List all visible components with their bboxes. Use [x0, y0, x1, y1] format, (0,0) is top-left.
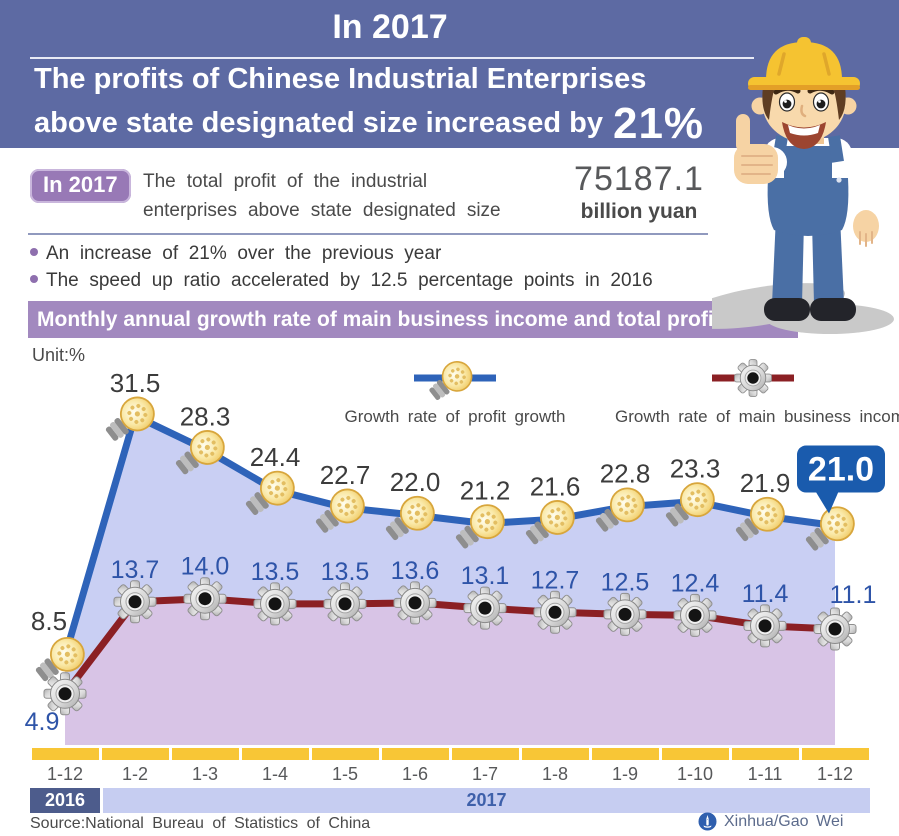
value-label: 13.5: [251, 558, 300, 586]
gear-icon: [743, 604, 787, 648]
year-2017-label: 2017: [103, 788, 870, 813]
value-label: 23.3: [670, 454, 721, 484]
year-2016-label: 2016: [30, 788, 100, 813]
axis-tick-segment: [661, 748, 729, 760]
axis-tick-segment: [591, 748, 659, 760]
value-label: 22.7: [320, 460, 371, 490]
value-label: 21.9: [740, 468, 791, 498]
legend-profit-label: Growth rate of profit growth: [344, 407, 566, 426]
gear-icon: [673, 593, 717, 637]
axis-tick-label: 1-9: [611, 764, 638, 784]
headline-line1: The profits of Chinese Industrial Enterp…: [34, 63, 647, 95]
gear-icon: [393, 581, 437, 625]
title-underline: [30, 57, 754, 59]
axis-tick-label: 1-10: [676, 764, 714, 784]
area-income: [65, 598, 835, 745]
agency-credit: Xinhua/Gao Wei: [698, 812, 843, 831]
value-label: 24.4: [250, 442, 301, 472]
gear-icon: [533, 590, 577, 634]
summary-divider: [28, 233, 708, 235]
axis-tick-label: 1-4: [261, 764, 288, 784]
gear-icon: [813, 607, 857, 651]
chart-title-banner: Monthly annual growth rate of main busin…: [28, 301, 798, 338]
gear-icon: [323, 582, 367, 626]
axis-tick-label: 1-6: [401, 764, 428, 784]
worker-illustration: [712, 37, 894, 334]
gear-icon: [603, 592, 647, 636]
bullet-increase: An increase of 21% over the previous yea…: [30, 243, 441, 265]
value-label: 13.6: [391, 557, 440, 585]
gear-icon: [253, 582, 297, 626]
value-label: 12.7: [531, 566, 580, 594]
gear-icon: [463, 586, 507, 630]
legend-profit-growth: Growth rate of profit growth: [340, 352, 570, 427]
bullet-speedup: The speed up ratio accelerated by 12.5 p…: [30, 270, 653, 292]
gear-legend-icon: [711, 359, 794, 397]
gear-icon: [183, 577, 227, 621]
headline-line2: above state designated size increased by…: [34, 99, 704, 149]
axis-tick-label: 1-12: [46, 764, 84, 784]
axis-tick-segment: [731, 748, 799, 760]
value-label: 22.8: [600, 459, 651, 489]
in-2017-badge: In 2017: [30, 169, 131, 203]
value-label: 11.4: [742, 580, 789, 608]
axis-tick-label: 1-11: [747, 764, 783, 784]
value-label: 21.2: [460, 475, 511, 505]
value-label: 12.4: [671, 569, 720, 597]
axis-tick-segment: [101, 748, 169, 760]
axis-tick-segment: [31, 748, 99, 760]
axis-tick-segment: [801, 748, 869, 760]
callout-value: 21.0: [808, 451, 874, 489]
gear-icon: [113, 580, 157, 624]
value-label: 14.0: [181, 553, 230, 581]
bulb-legend-icon: [414, 355, 496, 408]
callout-tail: [815, 490, 839, 514]
value-label: 21.6: [530, 471, 581, 501]
axis-tick-segment: [241, 748, 309, 760]
value-label: 13.5: [321, 558, 370, 586]
axis-tick-label: 1-8: [541, 764, 568, 784]
headline-line2-text: above state designated size increased by: [34, 107, 603, 139]
axis-tick-label: 1-3: [191, 764, 218, 784]
value-label: 12.5: [601, 568, 650, 596]
value-label: 13.7: [111, 556, 160, 584]
total-profit-unit: billion yuan: [580, 200, 698, 223]
axis-tick-label: 1-5: [331, 764, 358, 784]
value-label: 28.3: [180, 401, 231, 431]
axis-tick-label: 1-7: [471, 764, 498, 784]
callout-box: [797, 445, 885, 493]
summary-text: The total profit of the industrial enter…: [143, 171, 501, 222]
legend-income-label: Growth rate of main business income: [615, 407, 899, 426]
value-label: 4.9: [25, 708, 60, 736]
axis-tick-segment: [451, 748, 519, 760]
axis-tick-segment: [311, 748, 379, 760]
xinhua-logo-icon: [698, 812, 717, 831]
unit-label: Unit:%: [32, 345, 86, 365]
value-label: 13.1: [461, 562, 510, 590]
total-profit-number: 75187.1: [574, 160, 704, 198]
axis-tick-label: 1-2: [121, 764, 148, 784]
value-label: 31.5: [110, 368, 161, 398]
value-label: 11.1: [830, 581, 877, 609]
axis-tick-segment: [521, 748, 589, 760]
value-label: 22.0: [390, 467, 441, 497]
value-label: 8.5: [31, 606, 67, 636]
legend-main-income: Growth rate of main business income: [615, 352, 899, 427]
growth-rate-chart: 8.5 31.5 28.3 24.4 22.7 22.0 21.2 21.6 22.8 23.3 2…: [25, 368, 885, 745]
axis-tick-segment: [381, 748, 449, 760]
credit-text: Xinhua/Gao Wei: [724, 812, 844, 830]
axis-tick-segment: [171, 748, 239, 760]
headline-highlight: 21%: [612, 99, 705, 148]
axis-tick-label: 1-12: [816, 764, 854, 784]
total-profit-value: 75187.1 billion yuan: [568, 160, 710, 224]
page-title: In 2017: [332, 8, 448, 46]
source-note: Source:National Bureau of Statistics of …: [30, 815, 371, 832]
